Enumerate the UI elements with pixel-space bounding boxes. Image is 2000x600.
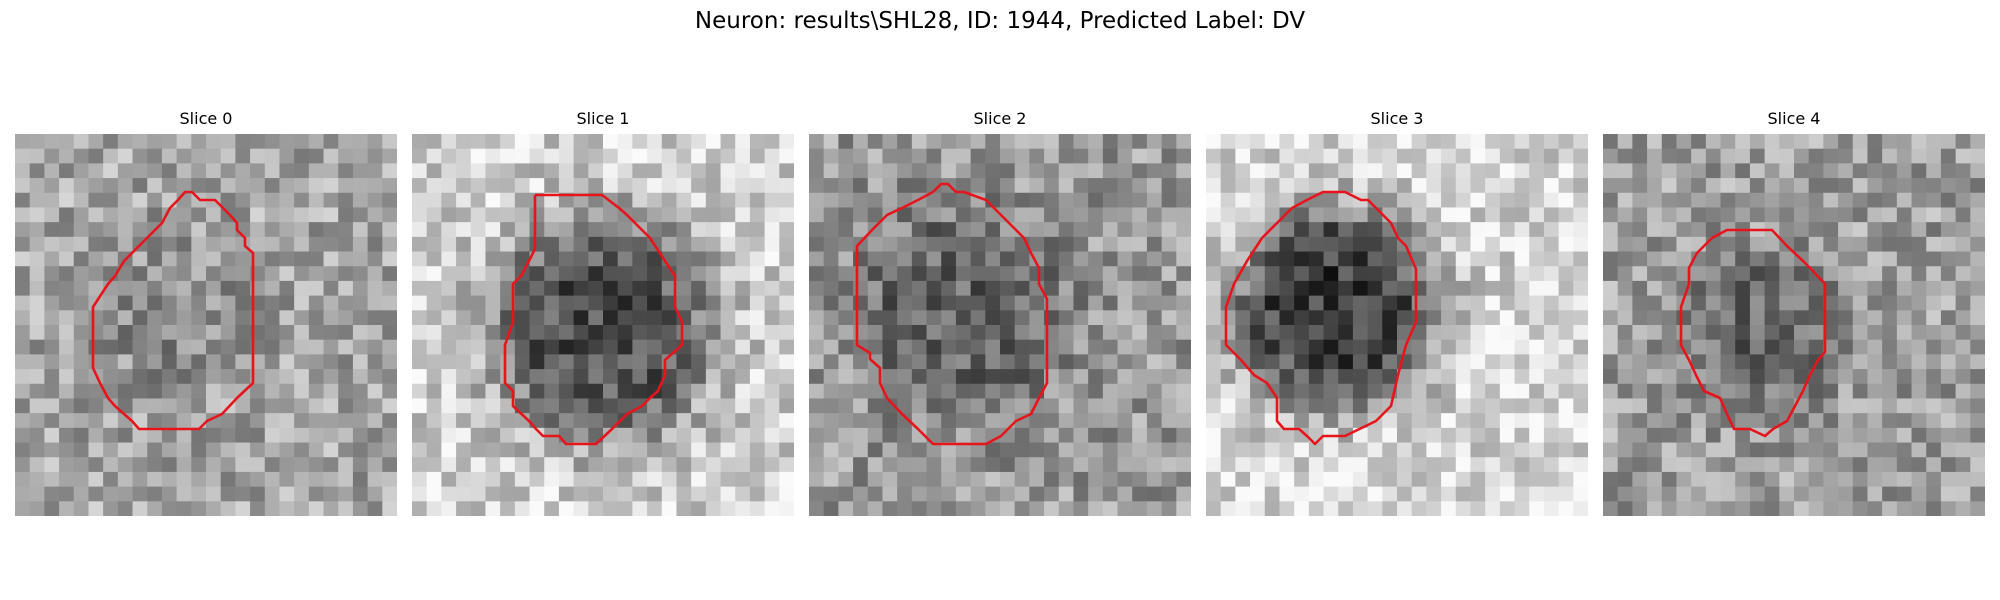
pixel-grid: [15, 134, 397, 516]
slice-image-2: [809, 134, 1191, 516]
panel-title-0: Slice 0: [15, 109, 397, 128]
pixel-grid: [412, 134, 794, 516]
panel-title-4: Slice 4: [1603, 109, 1985, 128]
panel-title-1: Slice 1: [412, 109, 794, 128]
pixel-grid: [1206, 134, 1588, 516]
slice-image-3: [1206, 134, 1588, 516]
panel-title-2: Slice 2: [809, 109, 1191, 128]
slice-image-4: [1603, 134, 1985, 516]
figure-title: Neuron: results\SHL28, ID: 1944, Predict…: [0, 8, 2000, 34]
pixel-grid: [809, 134, 1191, 516]
slice-image-1: [412, 134, 794, 516]
pixel-grid: [1603, 134, 1985, 516]
panel-title-3: Slice 3: [1206, 109, 1588, 128]
slice-image-0: [15, 134, 397, 516]
